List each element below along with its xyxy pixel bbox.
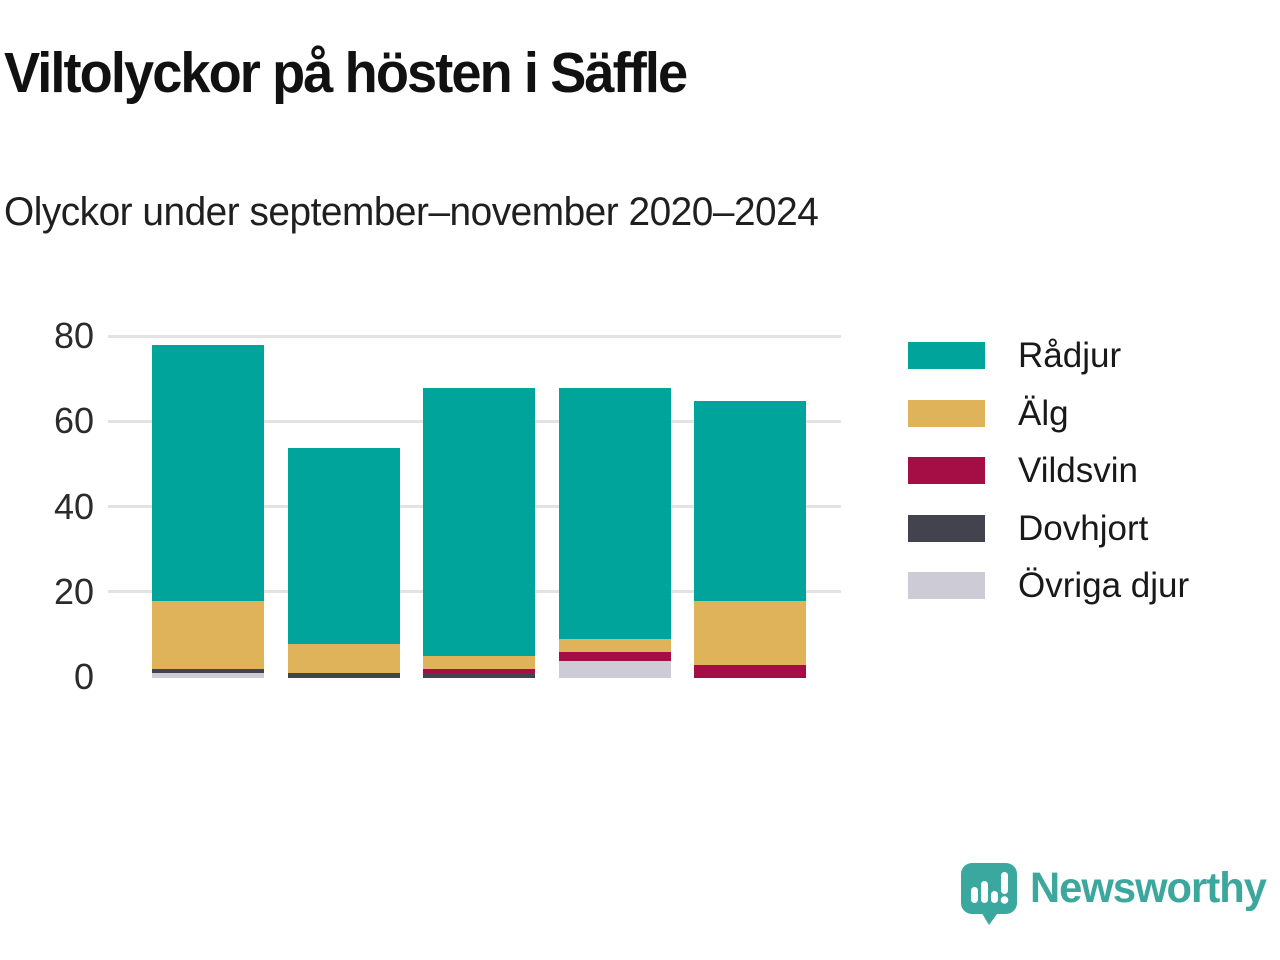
bar-segment-2020-Rådjur xyxy=(152,345,264,601)
legend-swatch-Dovhjort xyxy=(908,514,985,542)
bar-segment-2020-Övriga djur xyxy=(152,673,264,678)
chart-title: Viltolyckor på hösten i Säffle xyxy=(4,41,688,105)
bar-segment-2022-Rådjur xyxy=(423,387,536,657)
chart-subtitle: Olyckor under september–november 2020–20… xyxy=(4,190,819,234)
bar-segment-2021-Älg xyxy=(287,643,400,674)
y-tick-label-0: 0 xyxy=(73,656,94,697)
newsworthy-wordmark: Newsworthy xyxy=(1030,864,1267,912)
legend-label-Dovhjort: Dovhjort xyxy=(1018,508,1149,548)
bar-segment-2023-Övriga djur xyxy=(558,660,671,678)
bar-segment-2022-Vildsvin xyxy=(423,669,536,674)
legend-swatch-Övriga djur xyxy=(908,572,985,599)
bar-segment-2021-Rådjur xyxy=(287,447,400,644)
bar-segment-2024-Älg xyxy=(694,600,807,665)
legend-swatch-Rådjur xyxy=(908,342,985,369)
bar-segment-2023-Rådjur xyxy=(558,387,671,640)
bar-segment-2022-Dovhjort xyxy=(423,673,536,678)
gridline-y-80 xyxy=(108,334,841,338)
y-tick-label-80: 80 xyxy=(53,315,94,356)
legend-swatch-Vildsvin xyxy=(908,457,985,484)
y-tick-label-40: 40 xyxy=(53,485,94,527)
y-tick-label-60: 60 xyxy=(53,400,94,442)
legend-label-Övriga djur: Övriga djur xyxy=(1018,566,1190,605)
bar-segment-2024-Vildsvin xyxy=(694,664,807,678)
bar-segment-2020-Älg xyxy=(152,601,264,670)
plot-area: 02040608020202021202220232024 xyxy=(54,315,841,697)
bar-segment-2023-Vildsvin xyxy=(558,652,671,661)
y-tick-label-20: 20 xyxy=(53,570,94,612)
bar-segment-2024-Rådjur xyxy=(694,400,807,601)
bar-segment-2020-Dovhjort xyxy=(152,669,264,674)
bar-segment-2023-Älg xyxy=(558,639,671,653)
bar-segment-2022-Älg xyxy=(423,656,536,670)
bar-segment-2021-Dovhjort xyxy=(287,673,400,678)
legend-label-Älg: Älg xyxy=(1018,393,1069,433)
legend-label-Rådjur: Rådjur xyxy=(1018,336,1122,375)
legend-swatch-Älg xyxy=(908,399,985,427)
newsworthy-speech-bubble-chart-icon xyxy=(960,862,1020,931)
legend-label-Vildsvin: Vildsvin xyxy=(1018,451,1138,490)
newsworthy-logo[interactable]: Newsworthy xyxy=(960,860,1276,926)
